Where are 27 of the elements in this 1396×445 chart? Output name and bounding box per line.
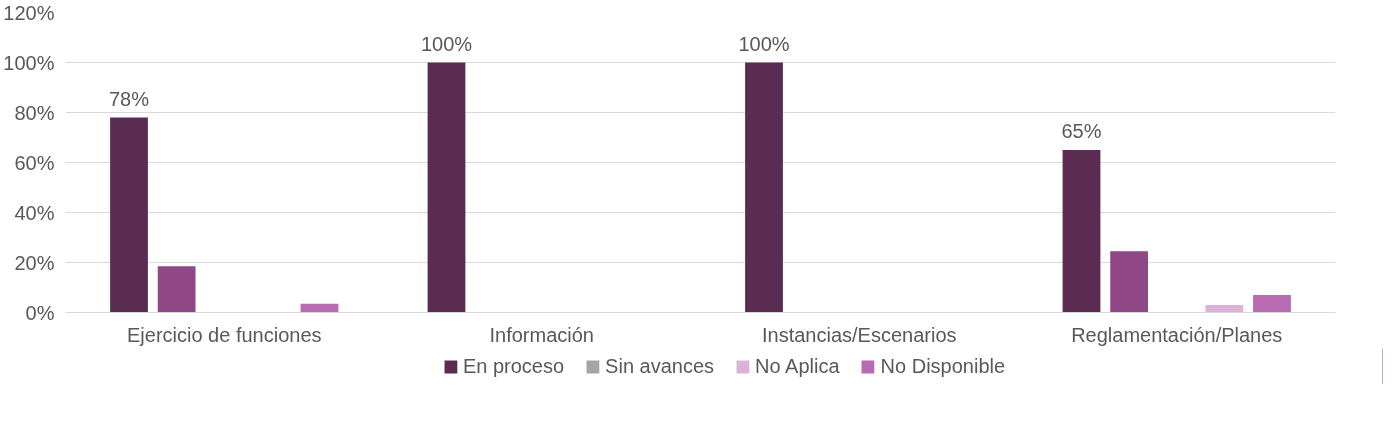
bar [110, 117, 148, 313]
y-tick-label: 0% [25, 301, 55, 324]
legend-label: En proceso [462, 354, 565, 378]
x-tick-label: Reglamentación/Planes [1071, 323, 1283, 346]
bar [1110, 251, 1149, 313]
data-label: 78% [108, 87, 150, 110]
y-tick-label: 60% [14, 151, 55, 174]
legend-label: No Disponible [880, 354, 1006, 378]
y-tick-label: 40% [14, 201, 55, 224]
x-tick-label: Información [489, 323, 594, 346]
data-label: 100% [420, 32, 473, 55]
bar [157, 266, 196, 313]
x-tick-label: Instancias/Escenarios [761, 323, 957, 346]
bar [745, 62, 783, 313]
y-tick-label: 20% [14, 251, 55, 274]
data-label: 100% [738, 32, 790, 55]
x-tick-label: Ejercicio de funciones [126, 323, 322, 346]
bar [1205, 305, 1244, 313]
bar [1062, 150, 1101, 313]
bar [427, 62, 466, 313]
y-tick-label: 120% [3, 1, 55, 24]
legend-label: Sin avances [605, 354, 715, 378]
bar [1253, 295, 1291, 313]
data-label: 65% [1061, 120, 1102, 142]
y-tick-label: 80% [14, 101, 55, 124]
y-tick-label: 100% [3, 51, 55, 74]
legend-label: No Aplica [755, 354, 840, 378]
